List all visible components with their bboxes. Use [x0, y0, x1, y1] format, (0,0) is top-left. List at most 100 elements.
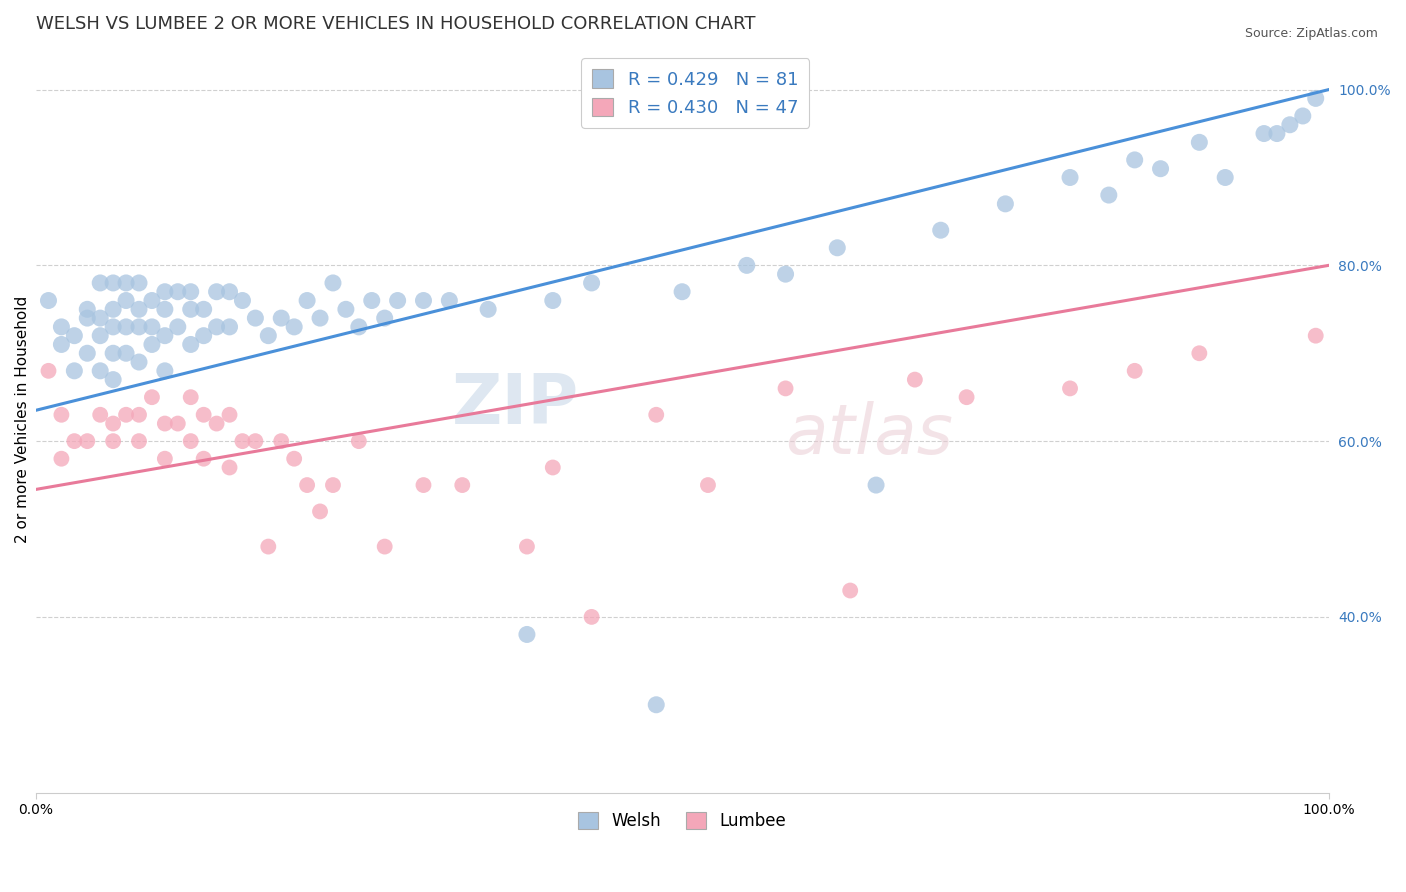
Point [128, 319, 150, 334]
Point [115, 408, 138, 422]
Point [128, 355, 150, 369]
Point [865, 478, 887, 492]
Point [128, 408, 150, 422]
Point [180, 285, 202, 299]
Point [645, 698, 668, 712]
Point [101, 346, 124, 360]
Point [231, 434, 253, 449]
Point [735, 258, 758, 272]
Point [89, 364, 111, 378]
Point [51, 408, 73, 422]
Point [645, 408, 668, 422]
Point [76, 311, 98, 326]
Point [63, 364, 86, 378]
Point [153, 328, 176, 343]
Point [270, 311, 292, 326]
Point [839, 583, 862, 598]
Point [412, 293, 434, 308]
Point [697, 478, 720, 492]
Point [283, 451, 305, 466]
Point [89, 408, 111, 422]
Point [541, 293, 564, 308]
Point [1265, 127, 1288, 141]
Point [101, 373, 124, 387]
Point [76, 434, 98, 449]
Point [1253, 127, 1275, 141]
Point [153, 417, 176, 431]
Point [1305, 328, 1327, 343]
Point [231, 293, 253, 308]
Point [51, 451, 73, 466]
Point [1059, 381, 1081, 395]
Point [218, 319, 240, 334]
Point [89, 276, 111, 290]
Point [257, 328, 280, 343]
Point [581, 610, 603, 624]
Point [89, 311, 111, 326]
Point [63, 434, 86, 449]
Point [581, 276, 603, 290]
Legend: Welsh, Lumbee: Welsh, Lumbee [571, 805, 793, 837]
Point [477, 302, 499, 317]
Text: WELSH VS LUMBEE 2 OR MORE VEHICLES IN HOUSEHOLD CORRELATION CHART: WELSH VS LUMBEE 2 OR MORE VEHICLES IN HO… [35, 15, 755, 33]
Point [1149, 161, 1171, 176]
Point [1278, 118, 1301, 132]
Point [335, 302, 357, 317]
Point [516, 627, 538, 641]
Point [1213, 170, 1236, 185]
Point [141, 390, 163, 404]
Point [309, 311, 332, 326]
Text: atlas: atlas [786, 401, 953, 467]
Point [245, 311, 267, 326]
Point [439, 293, 461, 308]
Point [775, 267, 797, 281]
Point [141, 319, 163, 334]
Point [295, 478, 318, 492]
Point [128, 302, 150, 317]
Point [180, 434, 202, 449]
Point [541, 460, 564, 475]
Text: Source: ZipAtlas.com: Source: ZipAtlas.com [1244, 27, 1378, 40]
Point [101, 434, 124, 449]
Point [166, 417, 188, 431]
Point [929, 223, 952, 237]
Point [1123, 364, 1146, 378]
Point [1123, 153, 1146, 167]
Point [193, 408, 215, 422]
Point [347, 434, 370, 449]
Point [374, 311, 396, 326]
Point [205, 319, 228, 334]
Point [955, 390, 977, 404]
Point [180, 337, 202, 351]
Point [193, 328, 215, 343]
Point [141, 337, 163, 351]
Point [1188, 346, 1211, 360]
Point [1188, 136, 1211, 150]
Point [63, 328, 86, 343]
Point [51, 337, 73, 351]
Point [295, 293, 318, 308]
Point [153, 285, 176, 299]
Point [115, 319, 138, 334]
Point [412, 478, 434, 492]
Point [115, 293, 138, 308]
Point [153, 451, 176, 466]
Point [101, 319, 124, 334]
Point [270, 434, 292, 449]
Point [245, 434, 267, 449]
Point [283, 319, 305, 334]
Point [1059, 170, 1081, 185]
Point [141, 293, 163, 308]
Point [128, 276, 150, 290]
Point [451, 478, 474, 492]
Point [115, 346, 138, 360]
Point [218, 460, 240, 475]
Point [904, 373, 927, 387]
Point [128, 434, 150, 449]
Point [1292, 109, 1315, 123]
Point [1305, 91, 1327, 105]
Point [218, 285, 240, 299]
Point [322, 478, 344, 492]
Point [218, 408, 240, 422]
Point [193, 302, 215, 317]
